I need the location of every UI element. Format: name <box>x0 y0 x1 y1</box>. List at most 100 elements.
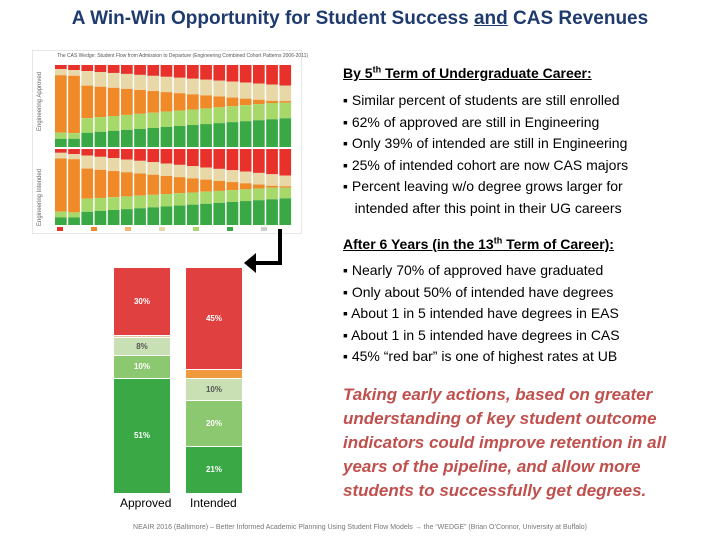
intended-segment: 10% <box>186 378 242 402</box>
thumbnail-bar-segment <box>213 180 226 191</box>
thumbnail-bar-segment <box>107 87 120 117</box>
section2-heading-sup: th <box>493 235 503 245</box>
thumbnail-bar-segment <box>173 193 186 206</box>
thumbnail-bar-segment <box>213 65 226 81</box>
thumbnail-bar-segment <box>173 164 186 178</box>
thumbnail-bar-segment <box>94 117 107 132</box>
title-part2: CAS Revenues <box>507 8 649 29</box>
thumbnail-bar-segment <box>213 202 226 225</box>
section2-heading-post: Term of Career): <box>502 235 614 252</box>
thumbnail-bar-segment <box>213 107 226 124</box>
thumbnail-bar-segment <box>134 89 146 114</box>
thumbnail-bar-segment <box>173 126 186 147</box>
thumbnail-bar-segment <box>121 159 133 173</box>
thumbnail-bar-segment <box>200 79 212 96</box>
thumbnail-bar-segment <box>187 78 199 95</box>
thumbnail-bar-segment <box>121 114 133 130</box>
section1-heading: By 5th Term of Undergraduate Career: <box>343 64 592 81</box>
thumbnail-bar-segment <box>187 125 199 147</box>
section2-bullet: ▪ About 1 in 5 intended have degrees in … <box>343 326 620 343</box>
thumbnail-legend-swatch <box>227 227 233 231</box>
thumbnail-bar-segment <box>94 65 107 72</box>
thumbnail-bar-segment <box>94 156 107 170</box>
thumbnail-bar-segment <box>134 128 146 147</box>
thumbnail-bar-segment <box>68 65 80 71</box>
thumbnail-bar-segment <box>81 211 94 225</box>
thumbnail-bar-segment <box>147 65 160 76</box>
thumbnail-bar-segment <box>160 175 173 195</box>
section1-bullets: ▪ Similar percent of students are still … <box>343 90 628 219</box>
thumbnail-bar-segment <box>55 69 67 76</box>
thumbnail-bar-segment <box>160 92 173 112</box>
thumbnail-bar-segment <box>134 160 146 174</box>
thumbnail-bar-segment <box>173 93 186 111</box>
thumbnail-bar-segment <box>253 65 265 84</box>
thumbnail-bar-segment <box>266 187 278 200</box>
intended-segment <box>186 369 242 379</box>
thumbnail-bar-segment <box>253 83 265 100</box>
thumbnail-bar-segment <box>81 198 94 212</box>
approved-segment <box>114 335 170 339</box>
thumbnail-bar-segment <box>266 199 278 225</box>
thumbnail-bar-segment <box>68 159 80 213</box>
thumbnail-bar-segment <box>160 111 173 127</box>
thumbnail-bar-segment <box>239 65 252 83</box>
thumbnail-bar-segment <box>239 189 252 202</box>
thumbnail-bar-segment <box>266 65 278 85</box>
thumbnail-bar-segment <box>279 175 292 187</box>
thumbnail-bar-segment <box>239 121 252 147</box>
thumbnail-bar-segment <box>134 208 146 225</box>
intended-segment: 45% <box>186 268 242 370</box>
thumbnail-bar-segment <box>121 209 133 225</box>
thumbnail-bar-segment <box>239 171 252 184</box>
thumbnail-bar-segment <box>226 81 239 98</box>
thumbnail-bar-segment <box>239 183 252 190</box>
thumbnail-bar-segment <box>279 118 292 147</box>
thumbnail-bar-segment <box>266 102 278 120</box>
thumbnail-bar-segment <box>107 116 120 131</box>
thumbnail-bar-segment <box>226 182 239 191</box>
thumbnail-bar-segment <box>147 149 160 163</box>
thumbnail-bar-segment <box>107 158 120 172</box>
section1-heading-sup: th <box>372 64 382 74</box>
thumbnail-bar-segment <box>121 65 133 74</box>
thumbnail-bar-segment <box>121 196 133 210</box>
thumbnail-bar-segment <box>121 73 133 89</box>
thumbnail-bar-segment <box>279 187 292 199</box>
intended-segment: 20% <box>186 401 242 447</box>
thumbnail-bar-segment <box>200 95 212 109</box>
thumbnail-bar-segment <box>107 130 120 147</box>
thumbnail-bar-segment <box>279 101 292 103</box>
thumbnail-bar-segment <box>121 129 133 147</box>
thumbnail-bar-segment <box>55 217 67 225</box>
thumbnail-bar-segment <box>173 65 186 78</box>
section1-bullet: ▪ 25% of intended cohort are now CAS maj… <box>343 156 629 173</box>
approved-segment: 30% <box>114 268 170 336</box>
thumbnail-bar-segment <box>107 210 120 225</box>
section2-bullet: ▪ About 1 in 5 intended have degrees in … <box>343 305 619 321</box>
thumbnail-bar-segment <box>200 167 212 180</box>
thumbnail-bar-segment <box>226 201 239 225</box>
thumbnail-bar-segment <box>173 77 186 94</box>
thumbnail-bar-segment <box>55 211 67 218</box>
thumbnail-bar-segment <box>187 204 199 225</box>
thumbnail-bar-segment <box>160 126 173 147</box>
thumbnail-bar-segment <box>253 120 265 147</box>
section2-bullet: ▪ Nearly 70% of approved have graduated <box>343 262 604 278</box>
thumbnail-bar-segment <box>81 118 94 133</box>
section1-heading-post: Term of Undergraduate Career: <box>381 64 592 81</box>
thumbnail-bar-segment <box>81 132 94 147</box>
thumbnail-bar-segment <box>213 190 226 203</box>
thumbnail-bar-segment <box>187 166 199 179</box>
approved-stacked-bar: 30% 8% 10% 51% <box>114 268 170 494</box>
thumbnail-legend-swatch <box>57 227 63 231</box>
approved-segment: 8% <box>114 338 170 357</box>
thumbnail-bar-segment <box>266 119 278 147</box>
thumbnail-bar-segment <box>134 74 146 90</box>
thumbnail-bar-segment <box>134 149 146 161</box>
thumbnail-title: The CAS Wedge: Student Flow from Admissi… <box>57 53 309 59</box>
approved-segment: 10% <box>114 356 170 379</box>
thumbnail-bar-segment <box>68 154 80 160</box>
thumbnail-bar-segment <box>55 75 67 133</box>
thumbnail-bar-segment <box>134 195 146 209</box>
